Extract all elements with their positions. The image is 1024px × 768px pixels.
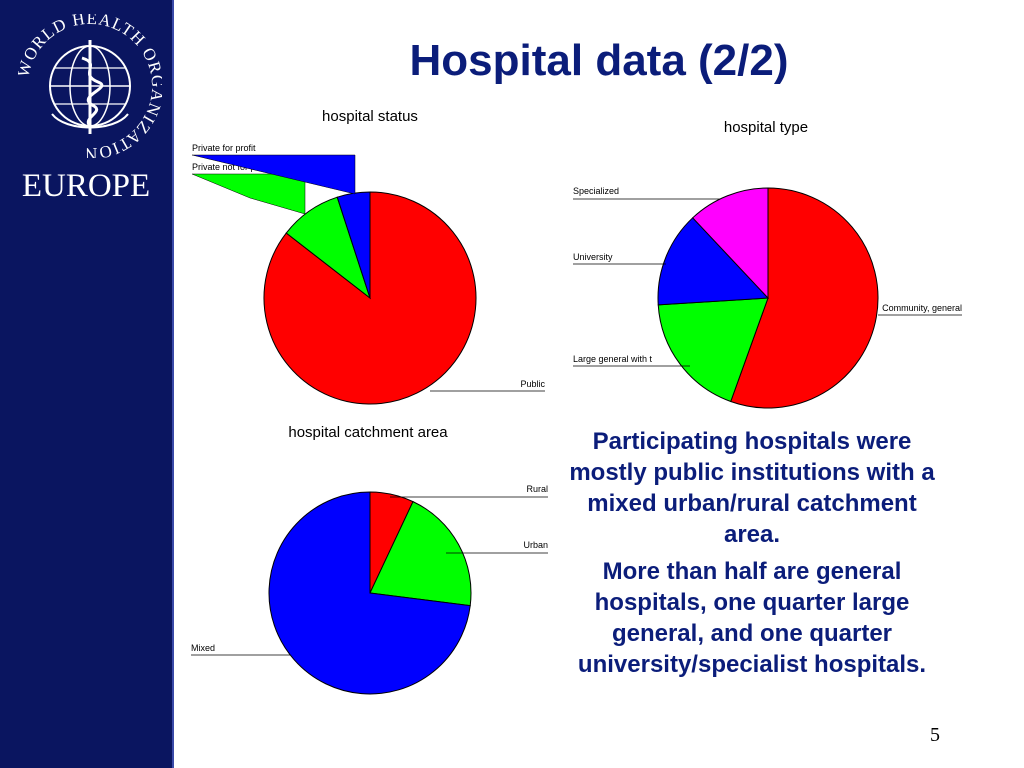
slice-label: University	[573, 252, 613, 262]
region-label: EUROPE	[21, 168, 151, 204]
chart-title: hospital type	[724, 119, 808, 136]
who-emblem-icon: WORLD HEALTH ORGANIZATION	[18, 14, 162, 158]
slice-label: Urban	[523, 540, 548, 550]
slice-label: Private not for profit	[192, 162, 271, 172]
slice-label: Large general with t	[573, 354, 653, 364]
slice-label: Public	[520, 379, 545, 389]
sidebar: WORLD HEALTH ORGANIZATION EUROPE	[0, 0, 172, 768]
slice-label: Private for profit	[192, 143, 256, 153]
pie-chart-1: hospital status Public Private not for pro…	[191, 108, 545, 405]
pie-slice	[657, 297, 769, 403]
pie-slice	[268, 491, 471, 695]
pie-slice	[657, 217, 770, 306]
leader-wedge	[191, 154, 356, 195]
slice-label: Rural	[526, 484, 548, 494]
slice-label: Mixed	[191, 643, 215, 653]
summary-paragraph-2: More than half are general hospitals, on…	[577, 558, 927, 678]
pie-chart-2: hospital type Community, general Large gen…	[573, 119, 962, 409]
sidebar-edge	[172, 0, 174, 768]
pie-chart-3: hospital catchment area Rural Urban Mixed	[191, 424, 548, 695]
slide-title: Hospital data (2/2)	[409, 36, 789, 85]
pie-slice	[691, 187, 769, 300]
slice-label: Specialized	[573, 186, 619, 196]
summary-text: Participating hospitals were mostly publ…	[556, 426, 948, 686]
chart-title: hospital status	[322, 108, 418, 125]
leader-wedge	[191, 173, 306, 215]
chart-title: hospital catchment area	[288, 424, 448, 441]
slice-label: Community, general	[882, 303, 962, 313]
summary-paragraph-1: Participating hospitals were mostly publ…	[569, 428, 935, 548]
pie-slice	[730, 187, 879, 409]
page-number: 5	[930, 724, 940, 746]
pie-slice	[369, 500, 472, 607]
